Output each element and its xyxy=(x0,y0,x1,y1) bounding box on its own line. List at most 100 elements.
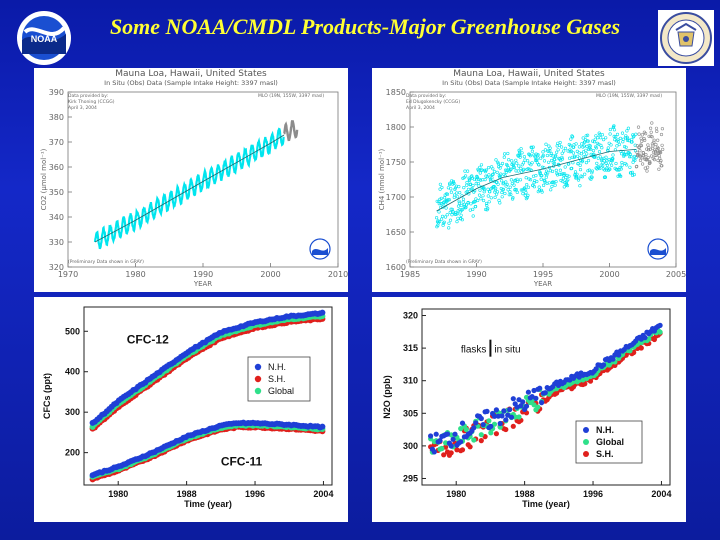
x-tick-label: 1980 xyxy=(125,270,145,279)
noaa-logo: NOAA xyxy=(17,11,71,65)
y-axis-label: CO2 (µmol mol⁻¹) xyxy=(40,148,48,210)
y-tick-label: 1750 xyxy=(386,158,406,167)
ch4-insitu-point xyxy=(568,156,572,160)
ch4-insitu-point xyxy=(493,188,497,192)
ch4-insitu-point xyxy=(550,158,554,163)
ch4-preliminary-point xyxy=(652,138,656,142)
n2o-point xyxy=(439,445,445,452)
ch4-insitu-point xyxy=(479,163,484,167)
ch4-insitu-point xyxy=(614,134,618,139)
ch4-insitu-point xyxy=(602,137,606,142)
cfc-point xyxy=(319,309,326,316)
n2o-point xyxy=(537,385,543,391)
ch4-insitu-point xyxy=(485,203,489,208)
n2o-annotation-flasks: flasks xyxy=(461,345,487,356)
ch4-preliminary-point xyxy=(655,129,659,134)
ch4-insitu-point xyxy=(452,193,457,197)
ch4-insitu-point xyxy=(573,154,577,158)
ch4-insitu-point xyxy=(569,137,573,141)
ch4-insitu-point xyxy=(634,132,638,136)
ch4-insitu-point xyxy=(489,196,493,200)
ch4-insitu-point xyxy=(629,171,633,175)
ch4-preliminary-note: (Preliminary Data shown in GRAY) xyxy=(406,260,482,265)
ch4-preliminary-point xyxy=(656,138,660,142)
n2o-point xyxy=(638,345,644,351)
ch4-insitu-point xyxy=(629,154,633,159)
ch4-insitu-point xyxy=(504,180,508,184)
n2o-point xyxy=(478,415,484,422)
ch4-insitu-point xyxy=(533,155,537,159)
ch4-insitu-point xyxy=(598,166,602,171)
ch4-insitu-point xyxy=(526,193,530,197)
ch4-insitu-point xyxy=(486,165,491,170)
ch4-insitu-point xyxy=(548,149,552,153)
n2o-point xyxy=(493,431,499,437)
ch4-insitu-point xyxy=(450,213,454,217)
x-tick-label: 1996 xyxy=(245,489,265,499)
ch4-insitu-point xyxy=(610,163,614,167)
ch4-insitu-point xyxy=(554,153,558,158)
ch4-insitu-point xyxy=(455,191,459,195)
ch4-preliminary-point xyxy=(646,155,650,160)
ch4-insitu-point xyxy=(604,136,608,140)
ch4-insitu-point xyxy=(520,170,524,174)
ch4-insitu-point xyxy=(449,207,453,211)
ch4-insitu-point xyxy=(604,155,608,159)
ch4-insitu-point xyxy=(535,157,539,161)
ch4-insitu-point xyxy=(608,167,612,171)
ch4-insitu-point xyxy=(614,161,618,166)
ch4-insitu-point xyxy=(625,138,630,142)
ch4-insitu-point xyxy=(494,186,498,190)
y-tick-label: 500 xyxy=(65,326,80,336)
ch4-insitu-point xyxy=(565,183,570,188)
n2o-point xyxy=(452,431,458,437)
ch4-insitu-point xyxy=(579,152,583,156)
ch4-insitu-point xyxy=(605,166,609,170)
ch4-preliminary-point xyxy=(659,150,663,155)
ch4-insitu-point xyxy=(477,193,482,197)
ch4-insitu-point xyxy=(518,153,522,157)
cfc-series-annotation: CFC-11 xyxy=(221,455,263,469)
ch4-insitu-point xyxy=(515,161,519,165)
ch4-insitu-point xyxy=(509,192,513,197)
n2o-point xyxy=(499,413,505,419)
ch4-insitu-point xyxy=(575,172,579,176)
ch4-insitu-point xyxy=(478,188,482,192)
ch4-insitu-point xyxy=(567,174,571,178)
ch4-insitu-point xyxy=(626,126,630,130)
ch4-insitu-point xyxy=(560,145,564,149)
ch4-insitu-point xyxy=(549,153,553,157)
y-tick-label: 320 xyxy=(403,311,418,321)
ch4-insitu-point xyxy=(500,195,504,199)
ch4-preliminary-point xyxy=(635,164,639,168)
n2o-point xyxy=(501,408,507,414)
ch4-insitu-point xyxy=(532,185,536,189)
ch4-insitu-point xyxy=(623,144,627,149)
n2o-point xyxy=(510,423,516,429)
ch4-insitu-point xyxy=(437,202,441,206)
ch4-insitu-point xyxy=(519,166,523,170)
ch4-insitu-point xyxy=(524,187,528,192)
ch4-insitu-point xyxy=(539,156,543,160)
ch4-insitu-point xyxy=(474,181,478,186)
ch4-insitu-point xyxy=(594,134,598,138)
ch4-preliminary-point xyxy=(642,136,646,141)
ch4-insitu-point xyxy=(447,198,451,202)
ch4-insitu-point xyxy=(510,159,514,163)
ch4-insitu-point xyxy=(466,187,471,191)
ch4-insitu-point xyxy=(563,165,567,169)
noaa-badge-wave xyxy=(650,248,666,255)
ch4-insitu-point xyxy=(448,181,452,185)
ch4-insitu-point xyxy=(618,136,622,140)
y-tick-label: 330 xyxy=(49,238,64,247)
ch4-insitu-point xyxy=(578,167,583,172)
ch4-insitu-point xyxy=(555,171,559,175)
ch4-insitu-point xyxy=(526,167,530,171)
ch4-preliminary-point xyxy=(650,121,654,125)
ch4-insitu-point xyxy=(444,206,448,210)
ch4-insitu-point xyxy=(514,158,518,162)
slide-title: Some NOAA/CMDL Products-Major Greenhouse… xyxy=(109,14,621,39)
legend-marker xyxy=(254,375,262,383)
ch4-insitu-point xyxy=(484,201,489,206)
n2o-point xyxy=(433,431,439,437)
